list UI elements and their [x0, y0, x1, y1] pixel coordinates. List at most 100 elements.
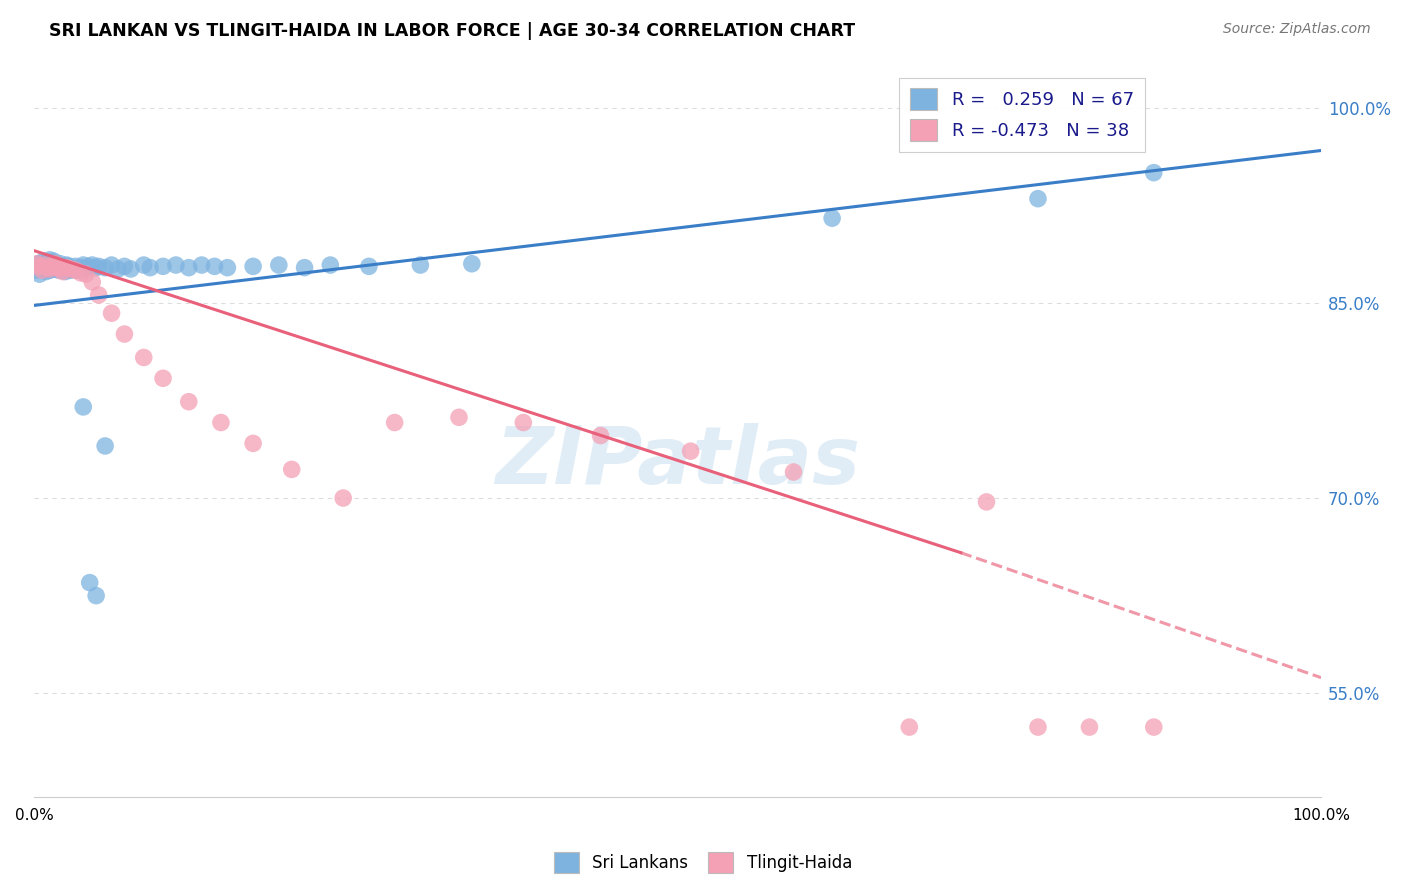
Point — [59, 262, 82, 277]
Point — [100, 306, 122, 320]
Point — [280, 462, 302, 476]
Point — [32, 254, 55, 268]
Point — [67, 263, 90, 277]
Point — [48, 263, 70, 277]
Point — [42, 260, 65, 274]
Point — [52, 260, 75, 274]
Point — [209, 416, 232, 430]
Point — [100, 258, 122, 272]
Point — [82, 258, 104, 272]
Point — [1026, 192, 1049, 206]
Point — [821, 211, 844, 226]
Point — [38, 262, 60, 277]
Point — [28, 267, 51, 281]
Point — [177, 394, 200, 409]
Point — [679, 444, 702, 458]
Point — [25, 257, 48, 271]
Point — [447, 410, 470, 425]
Point — [217, 260, 239, 275]
Point — [294, 260, 316, 275]
Point — [44, 257, 66, 271]
Point — [132, 258, 155, 272]
Point — [190, 258, 212, 272]
Point — [84, 260, 107, 275]
Point — [55, 260, 77, 275]
Point — [319, 258, 342, 272]
Point — [75, 262, 97, 277]
Point — [84, 589, 107, 603]
Text: ZIPatlas: ZIPatlas — [495, 423, 860, 501]
Point — [384, 416, 406, 430]
Point — [177, 260, 200, 275]
Point — [120, 262, 142, 277]
Point — [589, 428, 612, 442]
Point — [37, 260, 59, 275]
Point — [41, 260, 63, 274]
Point — [34, 258, 56, 272]
Point — [107, 262, 129, 277]
Point — [31, 262, 53, 277]
Point — [52, 264, 75, 278]
Point — [38, 252, 60, 267]
Point — [139, 260, 162, 275]
Point — [46, 260, 69, 275]
Point — [69, 266, 91, 280]
Point — [39, 258, 62, 272]
Point — [65, 260, 87, 274]
Point — [114, 326, 136, 341]
Point — [1143, 166, 1166, 180]
Point — [28, 260, 51, 274]
Point — [94, 260, 117, 275]
Point — [31, 263, 53, 277]
Point — [165, 258, 187, 272]
Point — [152, 260, 174, 274]
Point — [27, 257, 49, 271]
Point — [59, 263, 82, 277]
Point — [69, 260, 91, 275]
Point — [94, 439, 117, 453]
Point — [1078, 720, 1101, 734]
Point — [42, 254, 65, 268]
Point — [30, 260, 52, 274]
Point — [58, 260, 80, 274]
Point — [87, 288, 110, 302]
Point — [38, 260, 60, 275]
Text: Source: ZipAtlas.com: Source: ZipAtlas.com — [1223, 22, 1371, 37]
Point — [46, 260, 69, 275]
Point — [267, 258, 290, 272]
Point — [25, 263, 48, 277]
Point — [242, 260, 264, 274]
Point — [34, 258, 56, 272]
Point — [409, 258, 432, 272]
Point — [152, 371, 174, 385]
Point — [1026, 720, 1049, 734]
Point — [62, 262, 84, 277]
Point — [51, 260, 73, 275]
Point — [38, 263, 60, 277]
Point — [56, 262, 79, 277]
Point — [44, 262, 66, 277]
Point — [41, 262, 63, 277]
Point — [82, 275, 104, 289]
Point — [357, 260, 380, 274]
Point — [45, 258, 67, 272]
Point — [72, 258, 94, 272]
Point — [79, 575, 101, 590]
Point — [35, 264, 58, 278]
Point — [75, 267, 97, 281]
Point — [1143, 720, 1166, 734]
Point — [204, 260, 226, 274]
Point — [512, 416, 534, 430]
Point — [72, 400, 94, 414]
Point — [132, 351, 155, 365]
Text: SRI LANKAN VS TLINGIT-HAIDA IN LABOR FORCE | AGE 30-34 CORRELATION CHART: SRI LANKAN VS TLINGIT-HAIDA IN LABOR FOR… — [49, 22, 855, 40]
Point — [332, 491, 354, 505]
Legend: R =   0.259   N = 67, R = -0.473   N = 38: R = 0.259 N = 67, R = -0.473 N = 38 — [900, 78, 1144, 153]
Point — [976, 495, 998, 509]
Point — [49, 262, 72, 277]
Point — [37, 262, 59, 277]
Point — [37, 255, 59, 269]
Point — [77, 260, 100, 274]
Point — [55, 258, 77, 272]
Point — [53, 264, 76, 278]
